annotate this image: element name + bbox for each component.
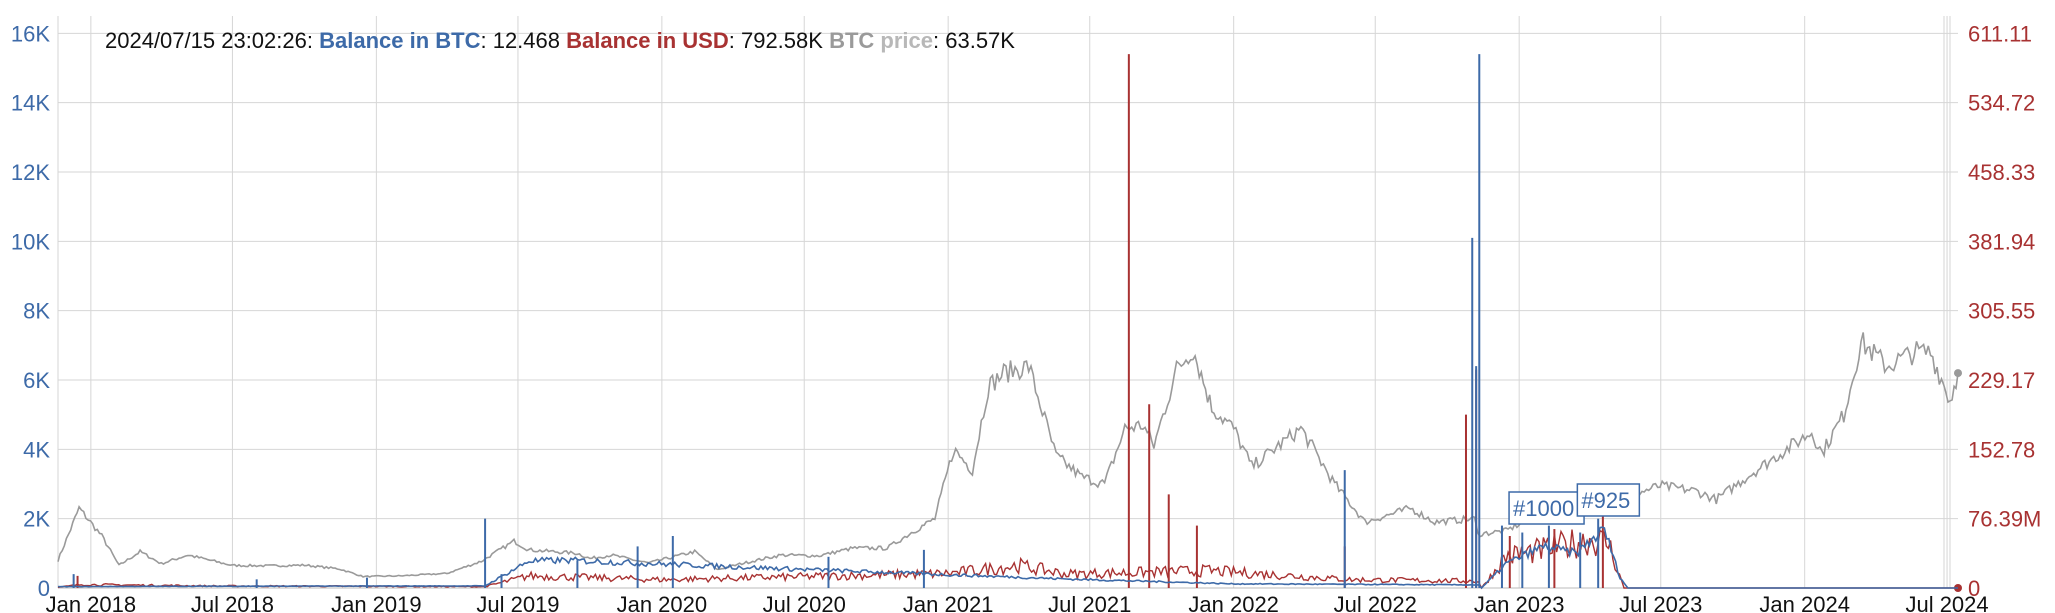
price-series <box>57 332 1962 578</box>
right-tick-label: 152.78 <box>1968 437 2035 462</box>
annotation-box <box>1576 483 1641 517</box>
x-tick-label: Jul 2018 <box>191 592 274 613</box>
series-line-usd <box>57 529 1958 590</box>
right-tick-label: 534.72 <box>1968 91 2035 116</box>
legend-timestamp: 2024/07/15 23:02:26 <box>105 28 307 53</box>
right-axis-ticks: 0 76.39M 152.78 229.17 305.55 381.94 458.33 534… <box>1968 21 2041 601</box>
right-tick-label: 305.55 <box>1968 299 2035 324</box>
annotations: #1000 #925 <box>1508 483 1641 525</box>
usd-series <box>57 54 1962 592</box>
x-axis-ticks: Jan 2018 Jul 2018 Jan 2019 Jul 2019 Jan 2020… <box>46 592 1989 613</box>
legend-btc-label: Balance in BTC <box>319 28 480 53</box>
grid <box>57 16 1958 589</box>
legend-usd-value: 792.58K <box>741 28 823 53</box>
legend: 2024/07/15 23:02:26: Balance in BTC: 12.… <box>105 28 1015 53</box>
annotation-flag: #925 <box>1576 483 1641 517</box>
right-tick-label: 458.33 <box>1968 160 2035 185</box>
x-tick-label: Jan 2019 <box>331 592 422 613</box>
x-tick-label: Jul 2022 <box>1334 592 1417 613</box>
left-tick-label: 4K <box>23 437 50 462</box>
legend-btc-value: 12.468 <box>493 28 560 53</box>
series-line-btc <box>57 526 1958 590</box>
x-tick-label: Jul 2023 <box>1619 592 1702 613</box>
left-tick-label: 14K <box>11 91 50 116</box>
right-tick-label: 0 <box>1968 576 1980 601</box>
left-tick-label: 8K <box>23 299 50 324</box>
btc-series <box>57 54 1958 590</box>
x-tick-label: Jan 2021 <box>903 592 994 613</box>
left-axis-ticks: 0 2K 4K 6K 8K 10K 12K 14K 16K <box>11 21 50 601</box>
left-tick-label: 0 <box>38 576 50 601</box>
x-tick-label: Jul 2019 <box>476 592 559 613</box>
x-tick-label: Jan 2018 <box>46 592 137 613</box>
legend-usd-label: Balance in USD <box>566 28 729 53</box>
x-tick-label: Jan 2023 <box>1474 592 1565 613</box>
x-tick-label: Jul 2020 <box>763 592 846 613</box>
x-tick-label: Jan 2022 <box>1188 592 1279 613</box>
left-tick-label: 2K <box>23 507 50 532</box>
annotation-flag: #1000 <box>1508 491 1585 525</box>
price-endpoint <box>1954 369 1962 378</box>
annotation-label: #1000 <box>1513 496 1574 521</box>
x-tick-label: Jul 2021 <box>1048 592 1131 613</box>
x-tick-label: Jan 2020 <box>617 592 708 613</box>
right-tick-label: 611.11 <box>1968 21 2032 46</box>
left-tick-label: 12K <box>11 160 50 185</box>
x-tick-label: Jul 2024 <box>1905 592 1988 613</box>
x-tick-label: Jan 2024 <box>1759 592 1850 613</box>
series-line-btc-price <box>57 332 1959 578</box>
right-tick-label: 381.94 <box>1968 229 2035 254</box>
right-tick-label: 76.39M <box>1968 507 2041 532</box>
left-tick-label: 6K <box>23 368 50 393</box>
left-tick-label: 16K <box>11 21 50 46</box>
left-tick-label: 10K <box>11 229 50 254</box>
legend-price-value: 63.57K <box>945 28 1015 53</box>
annotation-box <box>1508 491 1585 525</box>
annotation-label: #925 <box>1581 488 1630 513</box>
right-tick-label: 229.17 <box>1968 368 2035 393</box>
legend-price-label: BTC <box>829 28 874 53</box>
